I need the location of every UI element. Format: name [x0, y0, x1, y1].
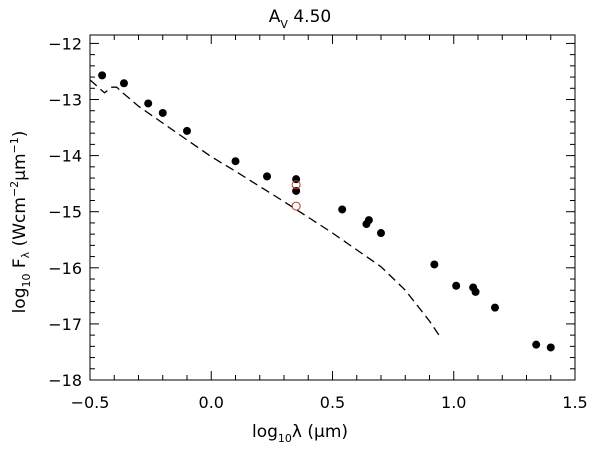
- y-axis-label-mu: μ: [10, 170, 30, 181]
- y-axis-label-close: ): [10, 131, 30, 138]
- chart-title-main: A: [269, 7, 281, 27]
- data-point: [98, 71, 107, 80]
- x-tick-label: 1.0: [441, 393, 466, 412]
- y-axis-label-sub: 10: [20, 274, 33, 288]
- chart-title-rest: 4.50: [288, 7, 331, 27]
- data-points-layer: [98, 71, 555, 352]
- y-axis-label: log10 Fλ (Wcm−2μm−1): [8, 131, 33, 314]
- x-axis-label-sub: 10: [278, 432, 292, 445]
- y-axis-label-lambda: λ: [19, 251, 32, 258]
- data-point: [158, 108, 167, 117]
- x-axis-label-end: m): [325, 422, 348, 442]
- x-tick-label: 0.0: [199, 393, 224, 412]
- data-point: [546, 343, 555, 352]
- data-point: [144, 99, 153, 108]
- x-tick-label: 1.5: [562, 393, 587, 412]
- x-tick-label: −0.5: [71, 393, 110, 412]
- y-tick-label: −12: [48, 34, 82, 53]
- data-point: [231, 157, 240, 166]
- axis-tick-labels: −0.5 0.0 0.5 1.0 1.5 −12 −13 −14 −15 −16 −17 −18: [48, 34, 587, 412]
- data-point: [183, 126, 191, 135]
- model-curve: [89, 79, 443, 340]
- data-point: [452, 281, 461, 290]
- y-axis-label-exp2: −1: [8, 137, 21, 153]
- y-tick-label: −14: [48, 147, 82, 166]
- y-axis-label-exp1: −2: [8, 181, 21, 197]
- data-point: [338, 205, 347, 214]
- data-point: [532, 340, 541, 349]
- x-axis-label-mid: λ (: [292, 422, 314, 442]
- chart-title: AV 4.50: [269, 7, 331, 31]
- model-curve-layer: [89, 79, 443, 340]
- data-point: [430, 260, 439, 269]
- open-data-point: [291, 201, 301, 211]
- data-point: [119, 79, 128, 88]
- x-axis-label-prefix: log: [252, 422, 278, 442]
- data-point: [471, 287, 480, 296]
- x-tick-label: 0.5: [320, 393, 345, 412]
- x-axis-label-mu: μ: [314, 422, 325, 442]
- data-point: [377, 229, 385, 238]
- y-axis-label-f: F: [10, 258, 30, 273]
- data-point: [490, 303, 499, 312]
- data-point: [263, 172, 272, 181]
- y-tick-label: −15: [48, 203, 82, 222]
- data-point: [364, 216, 373, 225]
- x-axis-label: log10λ (μm): [252, 422, 348, 445]
- y-axis-label-open: (Wcm: [10, 197, 30, 252]
- data-point: [292, 186, 301, 195]
- y-tick-label: −18: [48, 371, 82, 390]
- y-tick-label: −17: [48, 315, 82, 334]
- chart-title-sub: V: [280, 18, 288, 31]
- y-axis-label-prefix: log: [10, 288, 30, 314]
- open-data-point: [291, 180, 301, 190]
- plot-frame: [89, 34, 576, 381]
- y-tick-label: −16: [48, 259, 82, 278]
- y-tick-label: −13: [48, 91, 82, 110]
- y-axis-label-m: m: [10, 153, 30, 170]
